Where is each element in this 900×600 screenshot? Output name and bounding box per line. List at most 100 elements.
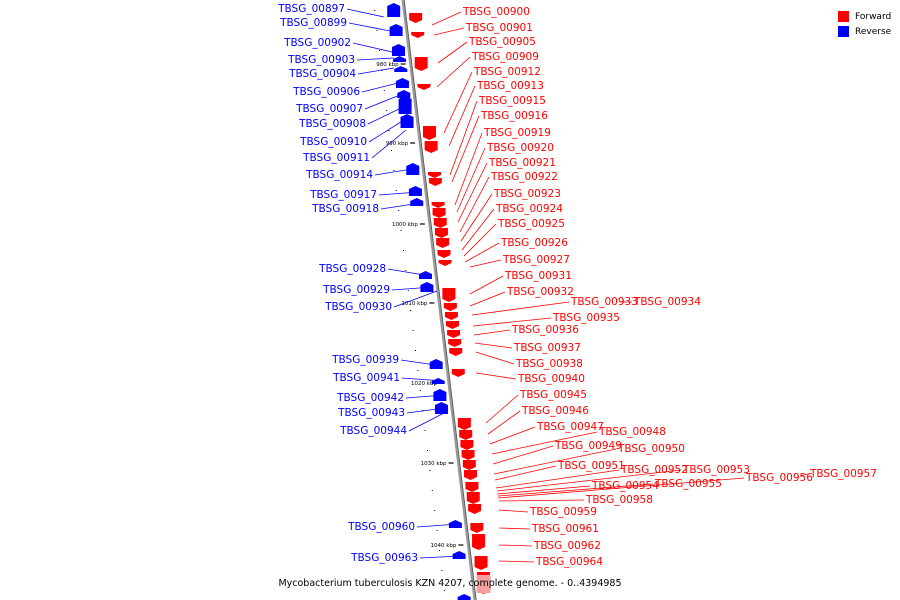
gene-leader-line [406,407,446,414]
gene-leader-line [474,342,513,349]
legend-item-forward: Forward [838,9,891,24]
forward-gene-block [446,321,459,329]
minor-tick [417,370,419,371]
gene-leader-line [471,301,570,316]
gene-label: TBSG_00958 [585,494,653,506]
gene-label: TBSG_00897 [277,3,345,15]
gene-label: TBSG_00931 [504,270,572,282]
gene-label: TBSG_00957 [809,468,877,480]
gene-leader-line [469,259,502,268]
gene-label: TBSG_00947 [536,421,604,433]
gene-label: TBSG_00908 [298,118,366,130]
gene-label: TBSG_00956 [745,472,813,484]
genome-caption: Mycobacterium tuberculosis KZN 4207, com… [278,578,622,589]
gene-label: TBSG_00964 [535,556,603,568]
gene-label: TBSG_00924 [495,203,563,215]
scale-tick-label: 1000 kbp [392,222,418,228]
forward-gene-block [414,57,428,71]
gene-leader-line [498,509,529,513]
gene-label: TBSG_00926 [500,237,568,249]
minor-tick [434,510,436,511]
legend: Forward Reverse [838,9,891,39]
gene-label: TBSG_00940 [517,373,585,385]
gene-leader-line [459,176,490,233]
forward-gene-block [465,482,479,492]
minor-tick [383,90,385,91]
gene-leader-line [433,27,465,36]
gene-leader-line [443,71,473,134]
gene-leader-line [498,544,533,547]
gene-leader-line [498,560,535,563]
reverse-gene-block [431,378,445,384]
minor-tick [379,50,380,51]
gene-label: TBSG_00941 [332,372,400,384]
gene-label: TBSG_00910 [299,136,367,148]
gene-leader-line [498,527,531,530]
gene-leader-line [378,191,419,196]
gene-leader-line [454,132,483,206]
gene-label: TBSG_00913 [476,80,544,92]
forward-gene-block [449,348,463,356]
minor-tick [407,290,409,291]
minor-tick [393,170,395,171]
reverse-gene-block [392,44,405,56]
gene-label: TBSG_00928 [318,263,386,275]
minor-tick [422,410,424,411]
gene-label: TBSG_00907 [295,103,363,115]
gene-label: TBSG_00919 [483,127,551,139]
gene-leader-line [346,8,385,18]
gene-leader-line [416,523,459,528]
reverse-gene-block [452,551,466,559]
gene-label: TBSG_00912 [473,66,541,78]
scale-tick-label: 1020 kbp [411,381,437,387]
minor-tick [400,230,402,231]
gene-label: TBSG_00963 [350,552,418,564]
reverse-gene-block [429,359,443,369]
reverse-gene-block [400,114,414,128]
minor-tick [441,570,443,571]
gene-label: TBSG_00917 [309,189,377,201]
forward-gene-block [434,228,448,238]
gene-leader-line [352,42,393,53]
forward-gene-block [459,430,473,440]
gene-label: TBSG_00927 [502,254,570,266]
gene-leader-line [492,445,554,465]
gene-label: TBSG_00961 [531,523,599,535]
gene-leader-line [495,469,620,489]
gene-leader-line [469,275,504,295]
gene-leader-line [367,107,402,125]
gene-leader-line [451,115,480,183]
reverse-gene-block [398,96,412,114]
gene-leader-line [799,473,809,477]
gene-label: TBSG_00953 [682,464,750,476]
gene-label: TBSG_00899 [279,17,347,29]
gene-label: TBSG_00949 [554,440,622,452]
gene-leader-line [436,56,471,88]
minor-tick [395,190,397,191]
forward-gene-block [432,208,446,218]
scale-tick-label: 1040 kbp [430,543,456,549]
gene-leader-line [496,469,682,492]
gene-label: TBSG_00905 [468,36,536,48]
gene-leader-line [356,57,395,61]
reverse-gene-block [397,90,411,98]
gene-leader-line [400,359,443,367]
forward-gene-block [448,339,462,347]
gene-label: TBSG_00936 [511,324,579,336]
gene-leader-line [393,290,438,308]
minor-tick [391,150,392,151]
gene-leader-line [437,41,468,64]
gene-leader-line [493,448,617,475]
reverse-gene-block [395,78,409,88]
gene-leader-line [473,329,511,336]
gene-label: TBSG_00930 [324,301,392,313]
forward-gene-block [464,470,477,480]
forward-gene-block [422,126,436,140]
forward-gene-block [474,556,488,570]
gene-label: TBSG_00923 [493,188,561,200]
scale-tick-label: 1030 kbp [421,461,447,467]
minor-tick [415,350,416,351]
gene-leader-line [475,372,517,380]
forward-gene-block [460,440,474,450]
gene-leader-line [472,317,552,327]
